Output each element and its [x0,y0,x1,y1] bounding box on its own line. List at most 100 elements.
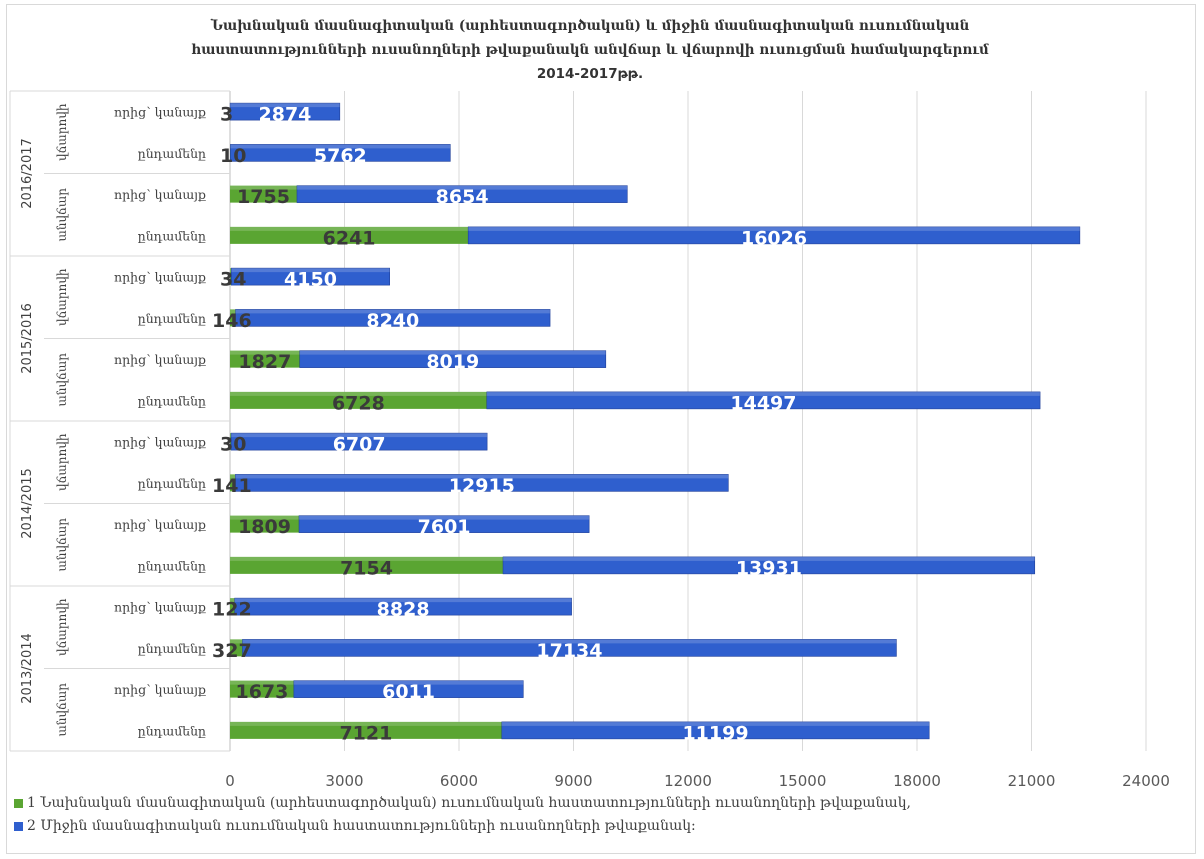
bar-series-2-highlight [501,721,930,726]
data-label-series-2: 7601 [418,516,471,538]
bar-series-2-highlight [293,680,524,685]
bar-series-1-highlight [230,474,236,479]
bar-series-2-highlight [235,474,729,479]
bar-series-1 [230,433,232,451]
bar-series-2 [299,350,607,368]
subgroup-label: անվճար [55,353,69,407]
row-label: ընդամենը [138,558,206,573]
subgroup-label: վճարովի [55,103,69,161]
year-label: 2015/2016 [20,303,35,374]
data-label-series-1: 146 [212,310,252,332]
bar-series-2 [235,474,729,492]
bar-series-2-highlight [231,268,390,273]
data-label-series-2: 5762 [314,145,367,167]
row-label: ընդամենը [138,393,206,408]
row-label: որից՝ կանայք [114,352,206,367]
subgroup-label: անվճար [55,188,69,242]
row-label: ընդամենը [138,723,206,738]
bar-series-2 [298,515,590,533]
chart-title-line-1: Նախնական մասնագիտական (արհեստագործական) … [210,18,970,34]
bar-series-1 [230,556,504,574]
bar-series-2-highlight [235,309,551,314]
data-label-series-1: 141 [212,475,252,497]
bar-series-1-highlight [230,309,236,314]
data-label-series-2: 12915 [449,475,515,497]
x-tick-label: 24000 [1122,772,1170,790]
row-label: որից՝ կանայք [114,270,206,285]
data-label-series-1: 1827 [238,351,291,373]
x-tick-label: 18000 [893,772,941,790]
legend-item-series-1: 1 Նախնական մասնագիտական (արհեստագործական… [14,793,911,813]
legend-label-series-1: 1 Նախնական մասնագիտական (արհեստագործական… [27,795,911,811]
row-label: ընդամենը [138,311,206,326]
bar-series-1-highlight [230,680,294,685]
bar-series-1-highlight [230,391,487,396]
bar-series-1 [230,721,502,739]
bar-series-1-highlight [230,185,297,190]
data-label-series-2: 6011 [382,681,435,703]
row-label: ընդամենը [138,641,206,656]
bar-series-1-highlight [230,433,232,438]
bar-series-2-highlight [503,556,1035,561]
legend-label-series-2: 2 Միջին մասնագիտական ուսումնական հաստատո… [27,818,696,834]
data-label-series-1: 1673 [235,681,288,703]
bar-series-1-highlight [230,556,504,561]
subgroup-label: վճարովի [55,433,69,491]
row-label: որից՝ կանայք [114,105,206,120]
bar-series-2-highlight [296,185,628,190]
bar-series-2 [502,556,1036,575]
bar-series-2 [230,267,390,286]
bar-series-1 [230,515,300,533]
bar-series-2 [293,680,524,698]
data-label-series-1: 1809 [238,516,291,538]
data-label-series-1: 327 [212,640,252,662]
x-tick-label: 3000 [325,772,363,790]
bar-series-2 [486,391,1041,410]
bar-series-1-highlight [230,268,232,273]
bar-series-2-highlight [234,598,572,603]
bar-series-1-highlight [230,350,300,355]
subgroup-label: վճարովի [55,598,69,656]
bar-series-2 [234,597,572,616]
bar-series-1 [230,185,297,203]
data-label-series-1: 6728 [332,392,385,414]
data-label-series-1: 10 [220,145,246,167]
bar-series-1-highlight [230,721,502,726]
subgroup-label: անվճար [55,683,69,737]
bar-series-1-highlight [230,598,235,603]
data-label-series-1: 7121 [339,722,392,744]
bar-series-1 [230,350,300,368]
bar-series-2-highlight [242,639,897,644]
bar-series-1-highlight [230,515,300,520]
chart-title-line-3: 2014-2017թթ. [536,66,644,82]
bar-series-2-highlight [230,103,340,108]
data-label-series-2: 2874 [259,104,312,126]
bar-series-2-highlight [486,391,1041,396]
bar-series-2-highlight [468,226,1080,231]
row-label: որից՝ կանայք [114,517,206,532]
bar-series-1 [230,226,469,244]
bar-series-2-highlight [231,433,488,438]
data-label-series-2: 16026 [741,227,807,249]
bar-series-1 [230,474,236,492]
bar-series-2 [467,226,1081,245]
chart-title: Նախնական մասնագիտական (արհեստագործական) … [130,14,1050,86]
row-label: որից՝ կանայք [114,187,206,202]
subgroup-label: անվճար [55,518,69,572]
data-label-series-2: 8019 [426,351,479,373]
data-label-series-2: 8240 [366,310,419,332]
data-label-series-1: 122 [212,599,252,621]
data-label-series-2: 6707 [333,434,386,456]
x-tick-label: 15000 [779,772,827,790]
data-label-series-1: 30 [220,434,246,456]
bar-series-2 [296,185,628,203]
bar-series-2 [230,144,451,162]
bar-series-2-highlight [299,515,590,520]
data-label-series-2: 4150 [284,269,337,291]
year-label: 2016/2017 [20,138,35,209]
bar-series-2 [235,309,551,327]
bar-series-2 [501,721,930,740]
legend-swatch-series-1 [14,798,23,808]
x-tick-label: 0 [225,772,235,790]
